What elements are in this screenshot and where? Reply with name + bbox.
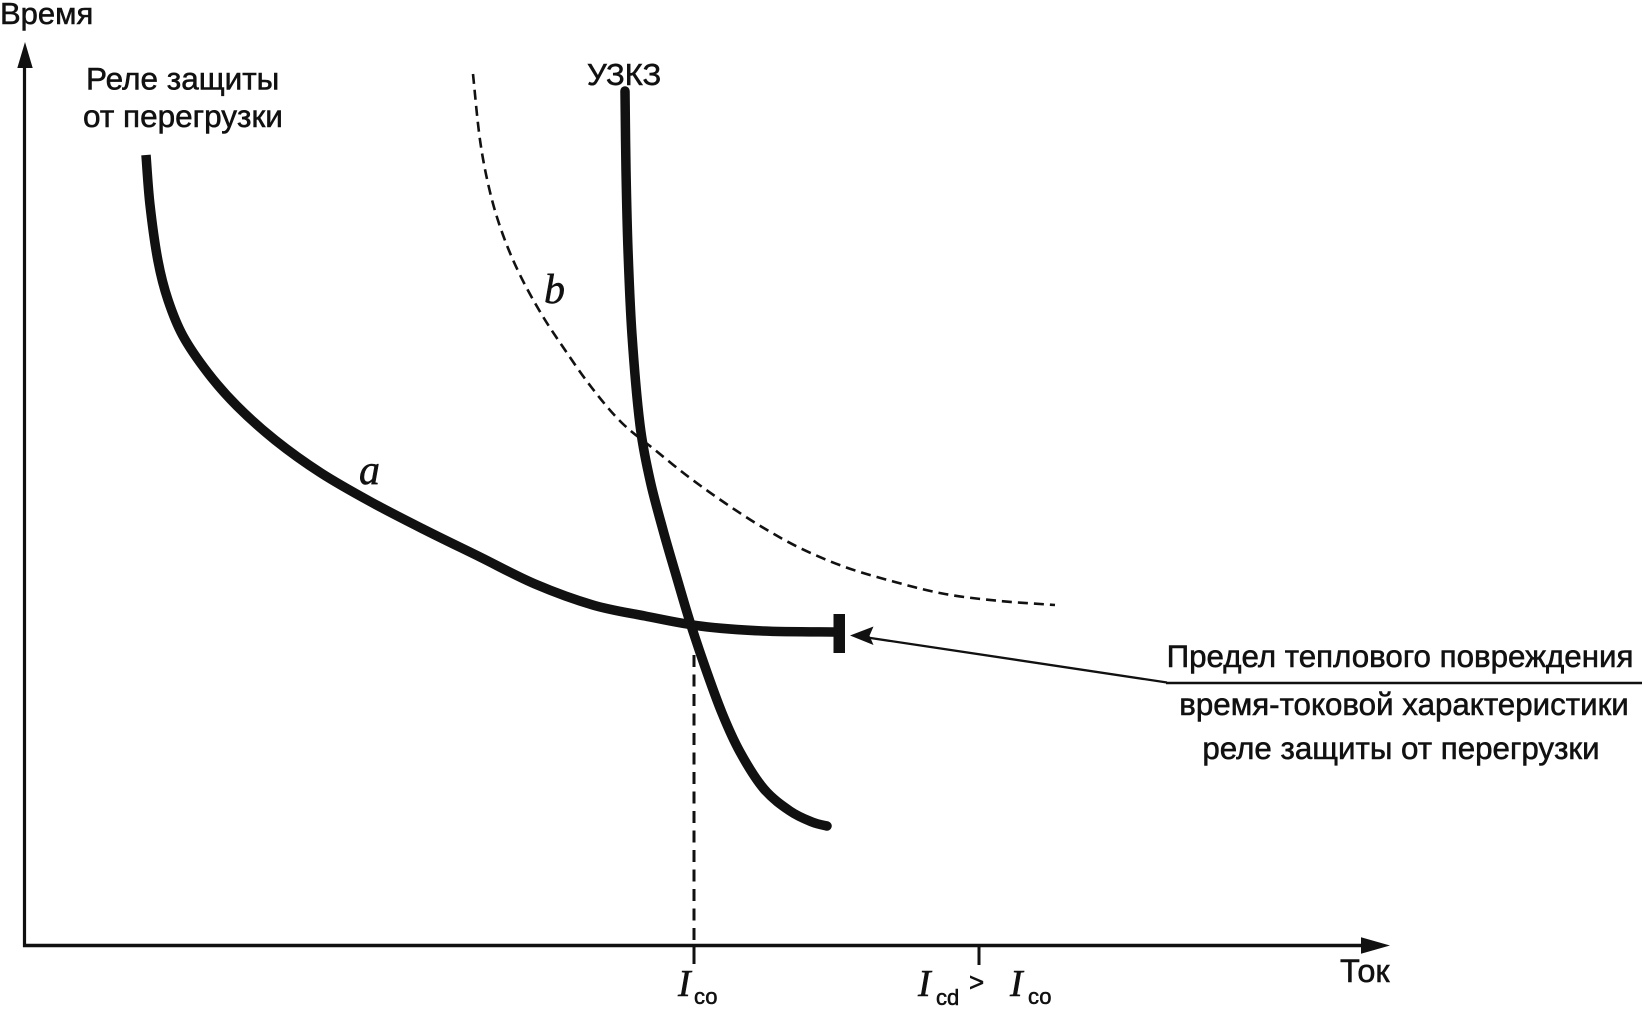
svg-text:>: >: [969, 967, 984, 997]
svg-text:b: b: [544, 267, 565, 313]
svg-text:Реле защиты: Реле защиты: [86, 61, 279, 97]
svg-text:Ток: Ток: [1340, 953, 1390, 989]
svg-text:I: I: [677, 963, 693, 1005]
svg-text:Время: Время: [0, 0, 93, 31]
svg-text:реле защиты от перегрузки: реле защиты от перегрузки: [1202, 731, 1599, 766]
svg-text:со: со: [694, 984, 717, 1009]
svg-text:cd: cd: [936, 985, 959, 1009]
svg-text:УЗКЗ: УЗКЗ: [587, 57, 661, 92]
svg-text:со: со: [1028, 984, 1051, 1009]
svg-text:Предел теплового повреждения: Предел теплового повреждения: [1167, 639, 1634, 674]
svg-text:I: I: [1009, 963, 1025, 1005]
svg-text:от перегрузки: от перегрузки: [83, 98, 283, 134]
svg-text:время-токовой характеристики: время-токовой характеристики: [1179, 687, 1629, 722]
svg-text:a: a: [359, 448, 380, 494]
svg-text:I: I: [917, 963, 933, 1005]
